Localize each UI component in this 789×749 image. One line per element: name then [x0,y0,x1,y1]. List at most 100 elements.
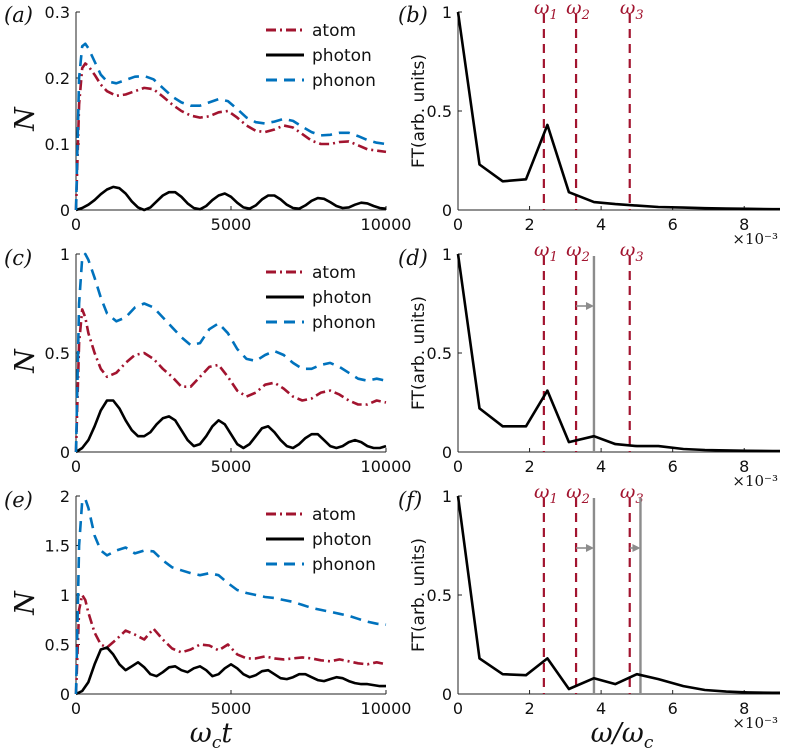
x-axis-label-left: ωct [190,718,233,749]
omega-symbol: ω [566,481,582,503]
series-line-FT [456,495,780,695]
series-line-atom [74,593,387,695]
x-tick-label: 6 [668,699,678,718]
x-tick-label: 2 [524,699,534,718]
x-tick-label: 2 [524,457,534,476]
y-tick-label: 1 [442,245,452,264]
x-axis-label-right: ω/ωc [591,718,654,749]
panel-label-c: (c) [4,246,32,270]
x-tick-label: 10000 [361,457,412,476]
y-tick-label: 0 [60,443,70,462]
omega-subscript: 2 [581,492,590,507]
y-axis-label: FT(arb. units) [409,538,429,652]
y-tick-label: 1.5 [45,537,70,556]
x-tick-label: 0 [71,215,81,234]
y-tick-label: 1 [442,487,452,506]
y-tick-label: 0.1 [45,135,70,154]
subplot-d: 00.510 2 4 6 8FT(arb. units)×10⁻³ω1 ω2 ω3 [409,239,780,490]
x-tick-label: 2 [524,215,534,234]
legend-label-photon: photon [312,288,372,308]
omega-1-label: ω1 [534,239,558,265]
x-tick-label: 4 [596,457,606,476]
x-tick-label: 8 [739,699,749,718]
y-axis-label: FT(arb. units) [409,296,429,410]
legend-label-atom: atom [312,263,356,283]
x-tick-label: 0 [71,457,81,476]
y-tick-label: 1 [60,245,70,264]
omega-symbol: ω [591,718,613,749]
panel-label-b: (b) [398,3,428,27]
y-tick-label: 0.5 [45,344,70,363]
panel-label-d: (d) [398,246,428,270]
y-tick-label: 0.5 [427,586,452,605]
x-tick-label: 0 [453,457,463,476]
time-symbol: t [221,718,232,749]
omega-symbol: ω [534,0,550,19]
axes-layer: 00.10.20.30 5000 10000Natomphotonphonon00.… [10,0,780,732]
x-tick-label: 4 [596,699,606,718]
series-line-photon [75,646,386,696]
x-tick-label: 8 [739,215,749,234]
omega-2-label: ω2 [566,239,590,265]
omega-1-label: ω1 [534,0,558,23]
omega-subscript: 1 [549,8,557,23]
omega-symbol: ω [566,239,582,261]
y-tick-label: 0 [442,685,452,704]
legend-label-atom: atom [312,21,356,41]
y-axis-label: N [10,348,41,374]
omega-2-label: ω2 [566,481,590,507]
omega-symbol: ω [534,481,550,503]
panel-label-e: (e) [4,488,33,512]
omega-symbol: ω [620,481,636,503]
x-tick-label: 5000 [211,457,252,476]
legend-label-photon: photon [312,46,372,66]
x-tick-label: 8 [739,457,749,476]
omega-symbol: ω [566,0,582,19]
omega-c-subscript: c [212,733,222,749]
y-axis-label: N [10,106,41,132]
y-tick-label: 0.5 [45,636,70,655]
omega-2-label: ω2 [566,0,590,23]
y-tick-label: 2 [60,487,70,506]
y-tick-label: 0.3 [45,3,70,22]
omega-symbol: ω [534,239,550,261]
legend-label-atom: atom [312,505,356,525]
omega-c-symbol: ω [190,718,212,749]
shift-arrow-head [585,302,594,310]
y-tick-label: 0 [442,443,452,462]
series-line-FT [456,11,780,211]
y-tick-label: 0 [442,201,452,220]
legend-label-phonon: phonon [312,313,376,333]
omega-c-subscript-right: c [644,733,654,749]
shift-arrow-head [632,544,641,552]
omega-3-label: ω3 [620,239,644,265]
omega-subscript: 1 [549,492,557,507]
omega-c-symbol-right: ω [622,718,644,749]
y-tick-label: 0 [60,201,70,220]
x-tick-label: 4 [596,215,606,234]
legend-label-photon: photon [312,530,372,550]
x-tick-label: 0 [453,699,463,718]
x-tick-label: 6 [668,215,678,234]
legend-label-phonon: phonon [312,71,376,91]
panel-label-a: (a) [4,3,33,27]
omega-3-label: ω3 [620,0,644,23]
x-tick-label: 10000 [361,699,412,718]
panel-label-f: (f) [398,488,422,512]
omega-subscript: 2 [581,250,590,265]
omega-subscript: 2 [581,8,590,23]
slash: / [610,718,625,749]
y-tick-label: 0 [60,685,70,704]
omega-subscript: 3 [635,250,643,265]
series-line-phonon [74,42,387,211]
series-line-atom [74,62,387,211]
series-line-photon [75,185,387,212]
y-tick-label: 1 [60,586,70,605]
omega-subscript: 1 [549,250,557,265]
subplot-b: 00.510 2 4 6 8FT(arb. units)×10⁻³ω1 ω2 ω3 [409,0,780,248]
y-tick-label: 0.2 [45,69,70,88]
